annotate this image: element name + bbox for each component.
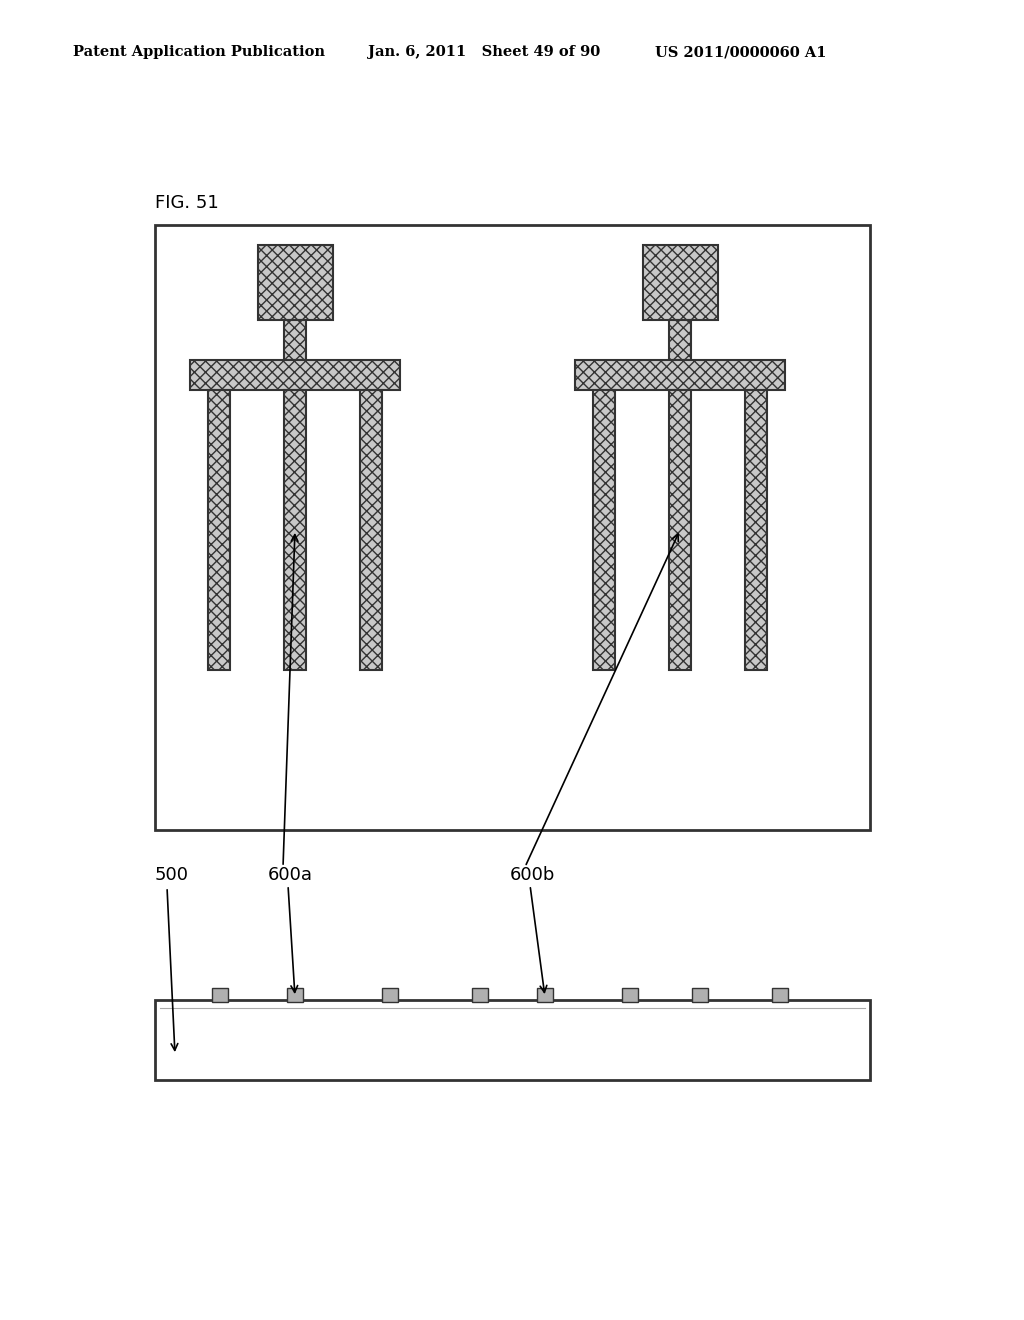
Bar (472, 987, 488, 1002)
Text: Patent Application Publication: Patent Application Publication (73, 45, 325, 59)
Text: Jan. 6, 2011   Sheet 49 of 90: Jan. 6, 2011 Sheet 49 of 90 (368, 45, 600, 59)
Bar (537, 987, 553, 1002)
Bar (669, 319, 691, 360)
Bar (155, 1001, 870, 1080)
Bar (257, 246, 333, 319)
Bar (212, 987, 228, 1002)
Text: US 2011/0000060 A1: US 2011/0000060 A1 (655, 45, 826, 59)
Bar (692, 987, 708, 1002)
Bar (669, 389, 691, 671)
Bar (622, 987, 638, 1002)
Text: 500: 500 (155, 866, 189, 884)
Bar (287, 987, 303, 1002)
Bar (208, 389, 230, 671)
Bar (360, 389, 382, 671)
Text: FIG. 51: FIG. 51 (155, 194, 219, 213)
Bar (284, 319, 306, 360)
Bar (155, 224, 870, 830)
Bar (284, 389, 306, 671)
Bar (382, 987, 398, 1002)
Bar (745, 389, 767, 671)
Text: 600a: 600a (268, 866, 313, 884)
Bar (772, 987, 788, 1002)
Bar (642, 246, 718, 319)
Bar (575, 360, 785, 389)
Text: 600b: 600b (510, 866, 555, 884)
Bar (593, 389, 615, 671)
Bar (190, 360, 400, 389)
